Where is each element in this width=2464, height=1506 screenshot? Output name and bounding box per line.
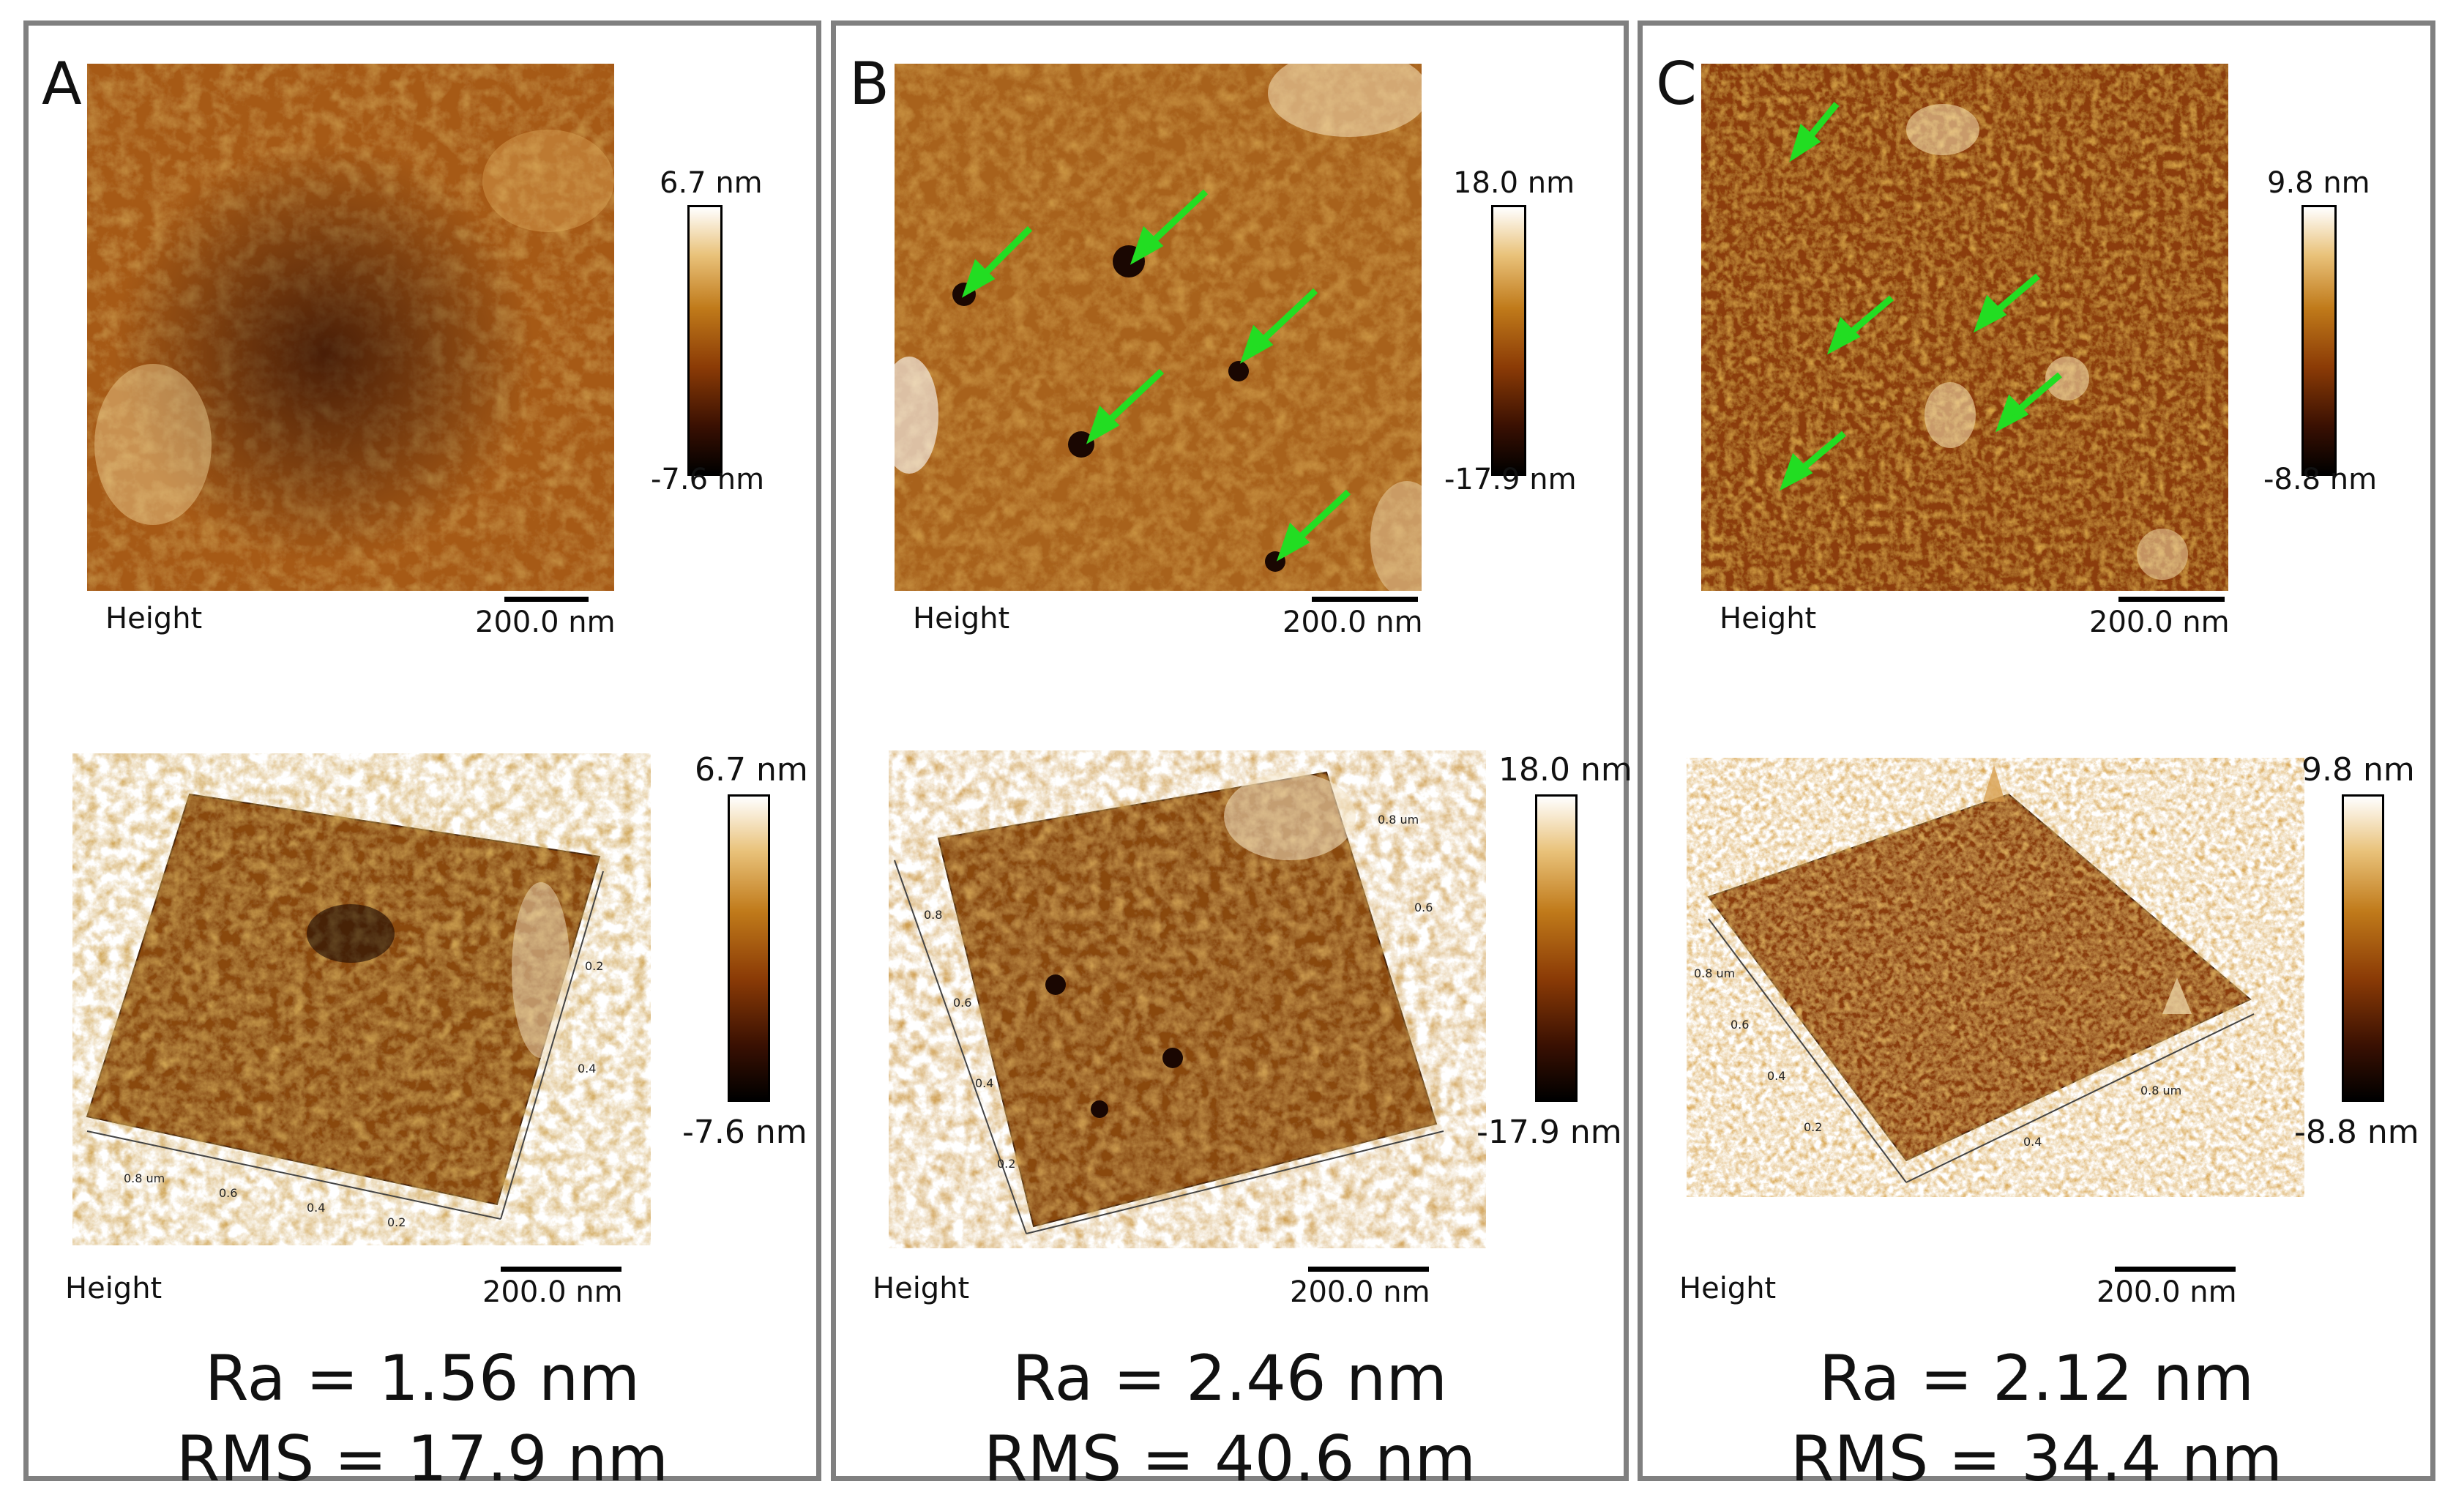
colorbar-3d-min-label: -8.8 nm: [2294, 1114, 2419, 1151]
svg-text:0.6: 0.6: [1414, 901, 1433, 914]
height-caption-3d: Height: [1679, 1272, 1777, 1305]
colorbar-min-label: -17.9 nm: [1444, 463, 1577, 496]
arrow-icon: [1779, 102, 2062, 491]
ra-value: Ra = 2.12 nm: [1818, 1342, 2255, 1415]
panel-b: B Height 200.0 nm 18.0 nm -17.9 nm: [831, 20, 1632, 1491]
colorbar-min-label: -7.6 nm: [651, 463, 765, 496]
scale-bar-3d-label: 200.0 nm: [2097, 1275, 2237, 1309]
colorbar-3d-max-label: 18.0 nm: [1498, 751, 1632, 789]
colorbar-2d: [687, 205, 723, 476]
svg-text:0.4: 0.4: [307, 1201, 325, 1215]
rms-value: RMS = 34.4 nm: [1790, 1423, 2283, 1496]
height-caption-3d: Height: [873, 1272, 970, 1305]
svg-text:0.2: 0.2: [997, 1157, 1015, 1171]
panel-c: C Height 200.0 nm 9.8 nm -8.8 nm: [1638, 20, 2435, 1491]
svg-text:0.4: 0.4: [975, 1076, 993, 1090]
svg-text:0.4: 0.4: [2023, 1135, 2042, 1149]
colorbar-3d: [2342, 794, 2384, 1102]
afm-height-image-2d: [1701, 64, 2228, 591]
svg-text:0.6: 0.6: [219, 1186, 237, 1200]
colorbar-3d-max-label: 9.8 nm: [2301, 751, 2415, 789]
svg-text:0.4: 0.4: [1767, 1069, 1785, 1083]
panel-letter: B: [849, 50, 889, 118]
svg-text:0.2: 0.2: [1804, 1120, 1822, 1134]
scale-bar: [2118, 597, 2225, 602]
afm-height-image-3d: 0.8 um 0.6 0.4 0.2 0.4 0.2: [86, 793, 604, 1229]
afm-height-image-3d: 0.8 um 0.6 0.4 0.2 0.4 0.8 um: [1694, 765, 2255, 1183]
afm-height-image-2d: [87, 64, 614, 591]
svg-text:0.4: 0.4: [578, 1062, 596, 1076]
scale-bar-3d-label: 200.0 nm: [1290, 1275, 1430, 1309]
colorbar-3d: [728, 794, 770, 1102]
rms-value: RMS = 40.6 nm: [983, 1423, 1476, 1496]
height-caption: Height: [913, 602, 1010, 635]
scale-bar: [504, 597, 589, 602]
axis-tick: 0.8 um: [124, 1171, 165, 1185]
svg-text:0.6: 0.6: [1731, 1018, 1749, 1032]
svg-text:0.2: 0.2: [387, 1215, 406, 1229]
scale-bar-3d-label: 200.0 nm: [482, 1275, 623, 1309]
height-caption: Height: [1720, 602, 1817, 635]
scale-bar-3d: [501, 1267, 621, 1272]
colorbar-2d: [1491, 205, 1526, 476]
svg-text:0.2: 0.2: [585, 959, 603, 973]
ra-value: Ra = 1.56 nm: [204, 1342, 641, 1415]
height-caption: Height: [105, 602, 203, 635]
height-caption-3d: Height: [65, 1272, 163, 1305]
colorbar-max-label: 18.0 nm: [1453, 166, 1575, 200]
afm-height-image-2d: [895, 64, 1422, 591]
panel-letter: A: [42, 50, 82, 118]
ra-value: Ra = 2.46 nm: [1012, 1342, 1448, 1415]
axis-tick: 0.8 um: [1378, 813, 1419, 827]
scale-bar-label: 200.0 nm: [2089, 605, 2230, 639]
colorbar-2d: [2301, 205, 2337, 476]
panel-a: A Height 200.0 nm 6.7 nm -7.6 nm: [23, 20, 821, 1491]
colorbar-min-label: -8.8 nm: [2263, 463, 2378, 496]
svg-text:0.8: 0.8: [924, 908, 942, 922]
panel-letter: C: [1656, 50, 1697, 118]
colorbar-max-label: 6.7 nm: [660, 166, 763, 200]
colorbar-3d-min-label: -17.9 nm: [1476, 1114, 1622, 1151]
scale-bar-3d: [2115, 1267, 2236, 1272]
axis-tick: 0.8 um: [1694, 966, 1735, 980]
scale-bar-3d: [1308, 1267, 1429, 1272]
rms-value: RMS = 17.9 nm: [176, 1423, 669, 1496]
colorbar-3d: [1535, 794, 1578, 1102]
colorbar-max-label: 9.8 nm: [2267, 166, 2370, 200]
svg-text:0.8 um: 0.8 um: [2140, 1084, 2181, 1097]
scale-bar-label: 200.0 nm: [1283, 605, 1423, 639]
svg-text:0.6: 0.6: [953, 996, 971, 1010]
scale-bar-label: 200.0 nm: [475, 605, 616, 639]
afm-height-image-3d: 0.8 0.6 0.4 0.2 0.8 um 0.6: [894, 771, 1444, 1234]
arrow-icon: [961, 189, 1351, 562]
scale-bar: [1312, 597, 1418, 602]
colorbar-3d-max-label: 6.7 nm: [695, 751, 808, 789]
colorbar-3d-min-label: -7.6 nm: [682, 1114, 807, 1151]
